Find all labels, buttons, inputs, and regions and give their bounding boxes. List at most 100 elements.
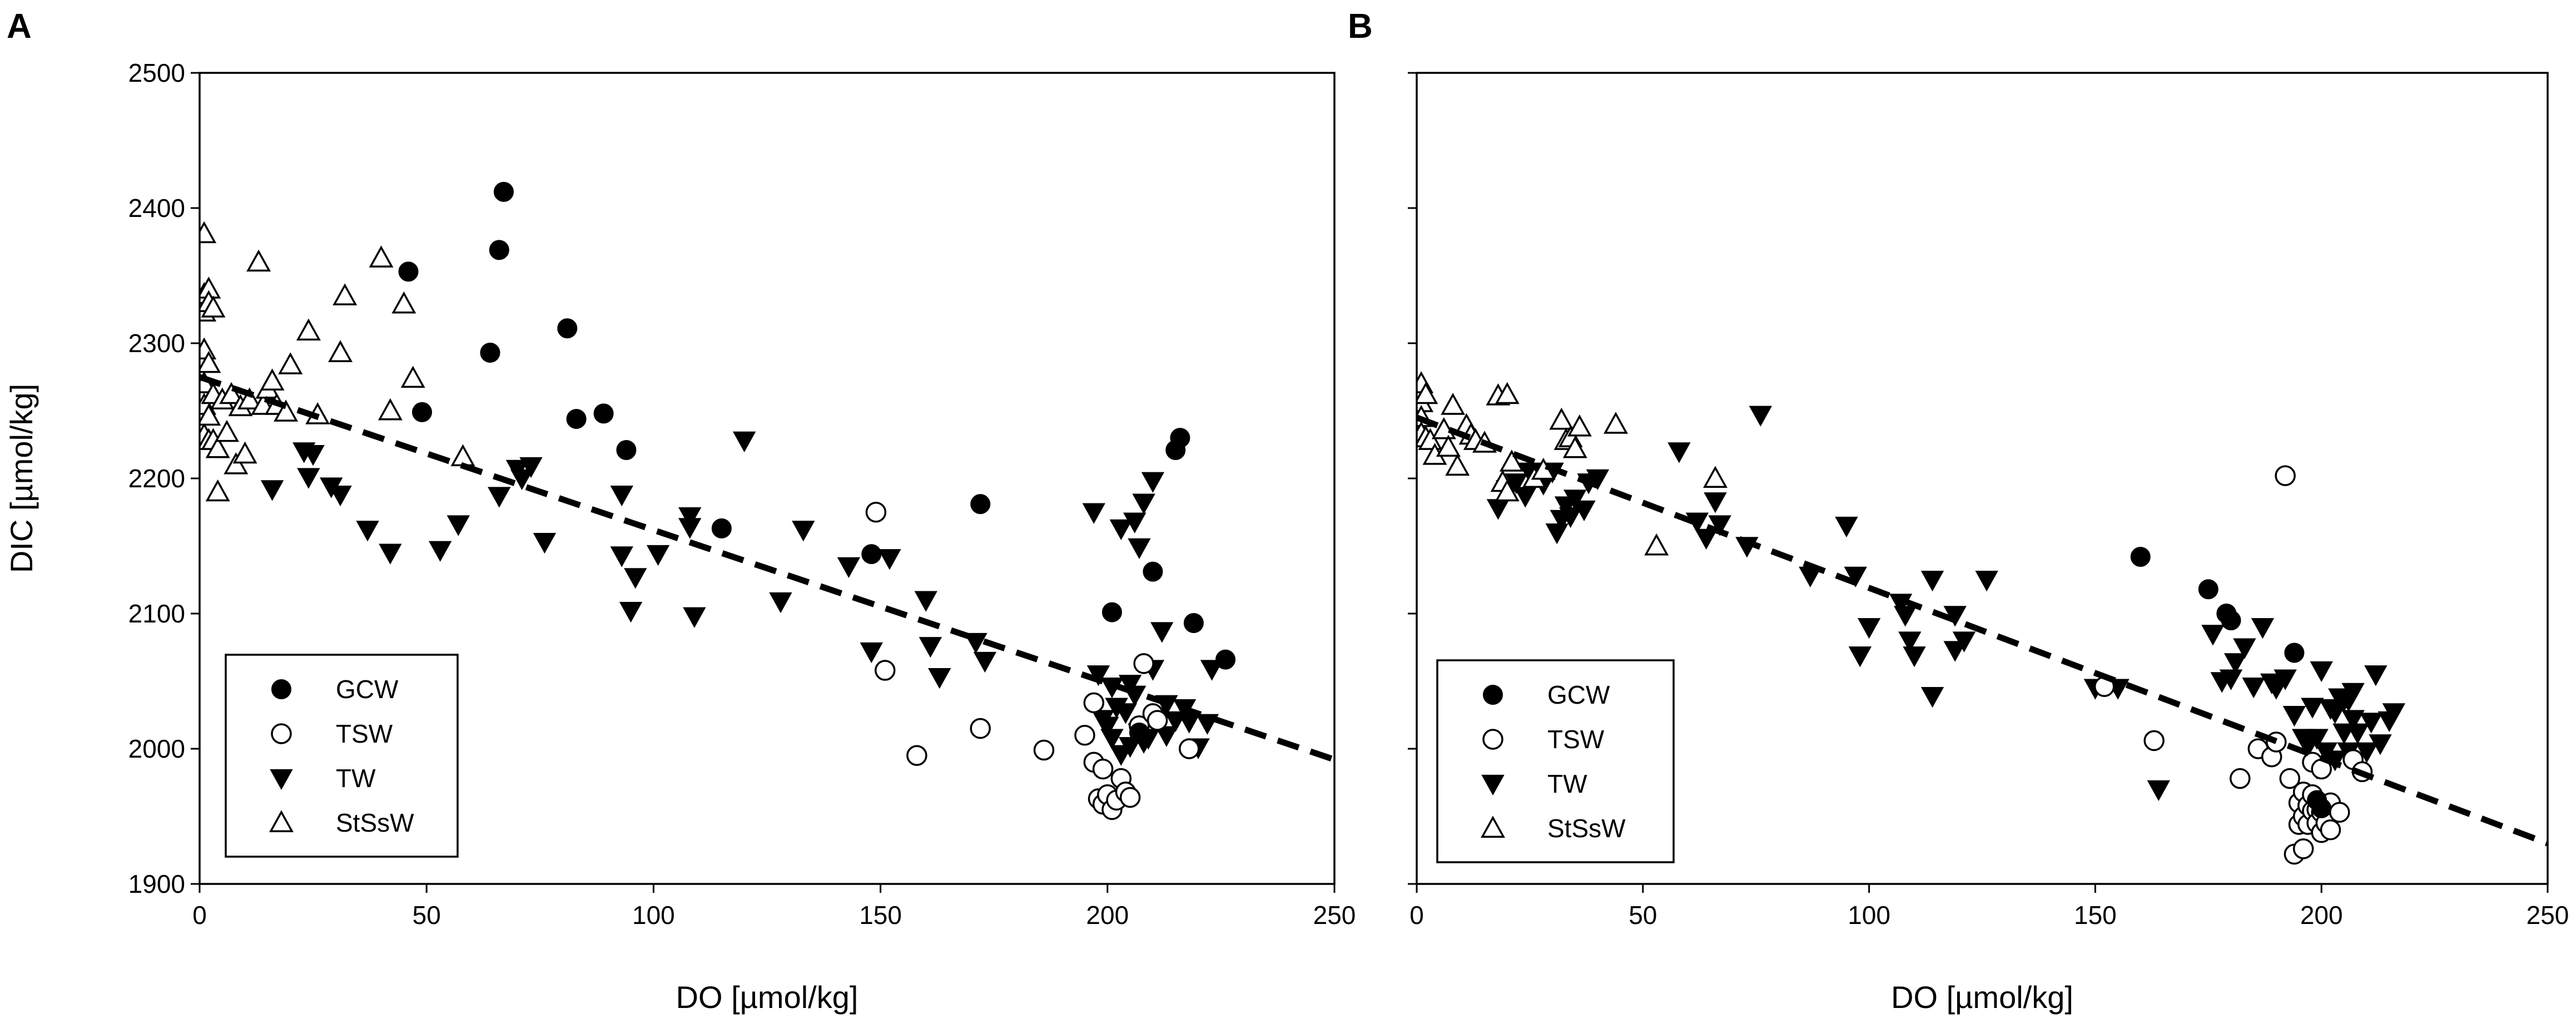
data-point-stssw — [1441, 393, 1466, 415]
data-point-tw — [1903, 646, 1926, 668]
y-tick-label: 2200 — [128, 464, 185, 493]
data-point-tw — [2265, 679, 2288, 700]
data-point-gcw — [566, 409, 587, 429]
data-point-stssw — [200, 350, 221, 373]
data-point-tw — [1835, 516, 1858, 538]
legend-marker-gcw — [1483, 685, 1503, 705]
data-point-stssw — [1499, 449, 1524, 472]
data-point-stssw — [205, 479, 230, 502]
data-point-tw — [297, 468, 320, 489]
data-point-tw — [2219, 669, 2243, 690]
data-point-tw — [928, 668, 951, 689]
x-tick-label: 0 — [192, 901, 207, 930]
y-tick-label: 2000 — [128, 734, 185, 763]
y-tick-label: 2400 — [128, 194, 185, 223]
data-point-tw — [1920, 571, 1944, 592]
data-point-tsw — [1074, 724, 1095, 746]
data-point-tsw — [1146, 710, 1168, 731]
data-point-tsw — [1179, 738, 1200, 759]
series-gcw — [398, 181, 1236, 743]
data-point-tw — [2251, 618, 2275, 639]
data-point-stssw — [400, 365, 425, 388]
data-point-tw — [428, 541, 452, 562]
data-point-tw — [1118, 737, 1142, 758]
legend-box — [225, 654, 459, 858]
data-point-tw — [2305, 729, 2329, 750]
data-point-gcw — [711, 518, 732, 538]
data-point-gcw — [1183, 613, 1204, 634]
data-point-stssw — [328, 340, 353, 362]
data-point-tw — [1132, 493, 1155, 515]
series-gcw — [2130, 546, 2332, 818]
data-point-tw — [1898, 631, 1922, 653]
data-point-stssw — [1549, 407, 1574, 430]
data-point-tsw — [1133, 653, 1154, 674]
x-tick-label: 150 — [2074, 901, 2117, 930]
data-point-tw — [1513, 487, 1537, 508]
legend-label-stssw: StSsW — [336, 808, 414, 837]
data-point-tsw — [1083, 692, 1105, 714]
x-tick-label: 100 — [1848, 901, 1890, 930]
data-point-stssw — [200, 337, 217, 360]
y-tick-label: 1900 — [128, 869, 185, 898]
legend-marker-stssw — [269, 810, 294, 832]
data-point-tw — [792, 521, 815, 542]
data-point-tw — [619, 601, 643, 623]
data-point-gcw — [1170, 428, 1190, 448]
legend-marker-tsw — [1482, 729, 1503, 750]
data-point-tsw — [2230, 768, 2251, 789]
x-tick-label: 250 — [2527, 901, 2569, 930]
data-point-tw — [379, 543, 402, 565]
data-point-gcw — [1143, 561, 1163, 582]
data-point-tw — [1141, 472, 1165, 493]
data-point-gcw — [1101, 602, 1122, 622]
x-tick-label: 250 — [1313, 901, 1356, 930]
legend-marker-gcw — [271, 679, 291, 699]
data-point-gcw — [1215, 649, 1236, 670]
data-point-tw — [860, 642, 883, 664]
legend-marker-tw — [1481, 774, 1505, 796]
panel-a: A 0 50 100 150 200 250 1900 2000 2100 2200 2300 2400… — [4, 7, 1356, 1015]
data-point-tw — [678, 507, 702, 528]
data-point-tw — [1704, 492, 1727, 513]
data-point-gcw — [557, 318, 578, 339]
data-point-tw — [1708, 515, 1731, 536]
data-point-stssw — [1644, 533, 1669, 556]
data-point-tw — [973, 651, 997, 673]
data-point-tsw — [2275, 465, 2296, 486]
data-point-tw — [678, 518, 702, 539]
data-point-stssw — [274, 399, 299, 422]
data-point-stssw — [224, 452, 249, 475]
data-point-tw — [1564, 490, 1587, 511]
data-point-stssw — [450, 444, 475, 467]
data-point-tsw — [875, 660, 896, 681]
data-point-stssw — [1495, 382, 1520, 404]
data-point-tw — [1545, 523, 1569, 545]
data-point-tw — [2369, 734, 2392, 755]
data-point-stssw — [1445, 453, 1470, 476]
data-point-tw — [260, 480, 284, 501]
data-point-tsw — [865, 502, 887, 523]
legend-marker-stssw — [1481, 816, 1505, 838]
plot-frame — [198, 72, 1336, 885]
x-tick-label: 200 — [2300, 901, 2343, 930]
data-point-tw — [2223, 653, 2247, 674]
x-tick-label: 150 — [859, 901, 902, 930]
data-point-tw — [610, 546, 633, 567]
data-point-tw — [1572, 500, 1596, 521]
data-point-gcw — [616, 439, 637, 460]
data-point-tw — [1082, 503, 1106, 524]
data-point-stssw — [369, 245, 394, 268]
data-point-tsw — [2320, 819, 2341, 841]
data-point-tw — [610, 485, 633, 507]
data-point-tw — [878, 549, 901, 570]
legend-marker-tw — [270, 769, 293, 790]
data-point-tw — [1893, 606, 1917, 627]
legend-label-gcw: GCW — [336, 675, 399, 704]
data-point-tsw — [2143, 730, 2165, 752]
series-stssw — [200, 221, 475, 502]
data-point-tw — [2282, 706, 2306, 727]
data-point-tsw — [2266, 732, 2287, 753]
legend-label-tw: TW — [1547, 769, 1587, 798]
data-point-tw — [2310, 661, 2333, 683]
